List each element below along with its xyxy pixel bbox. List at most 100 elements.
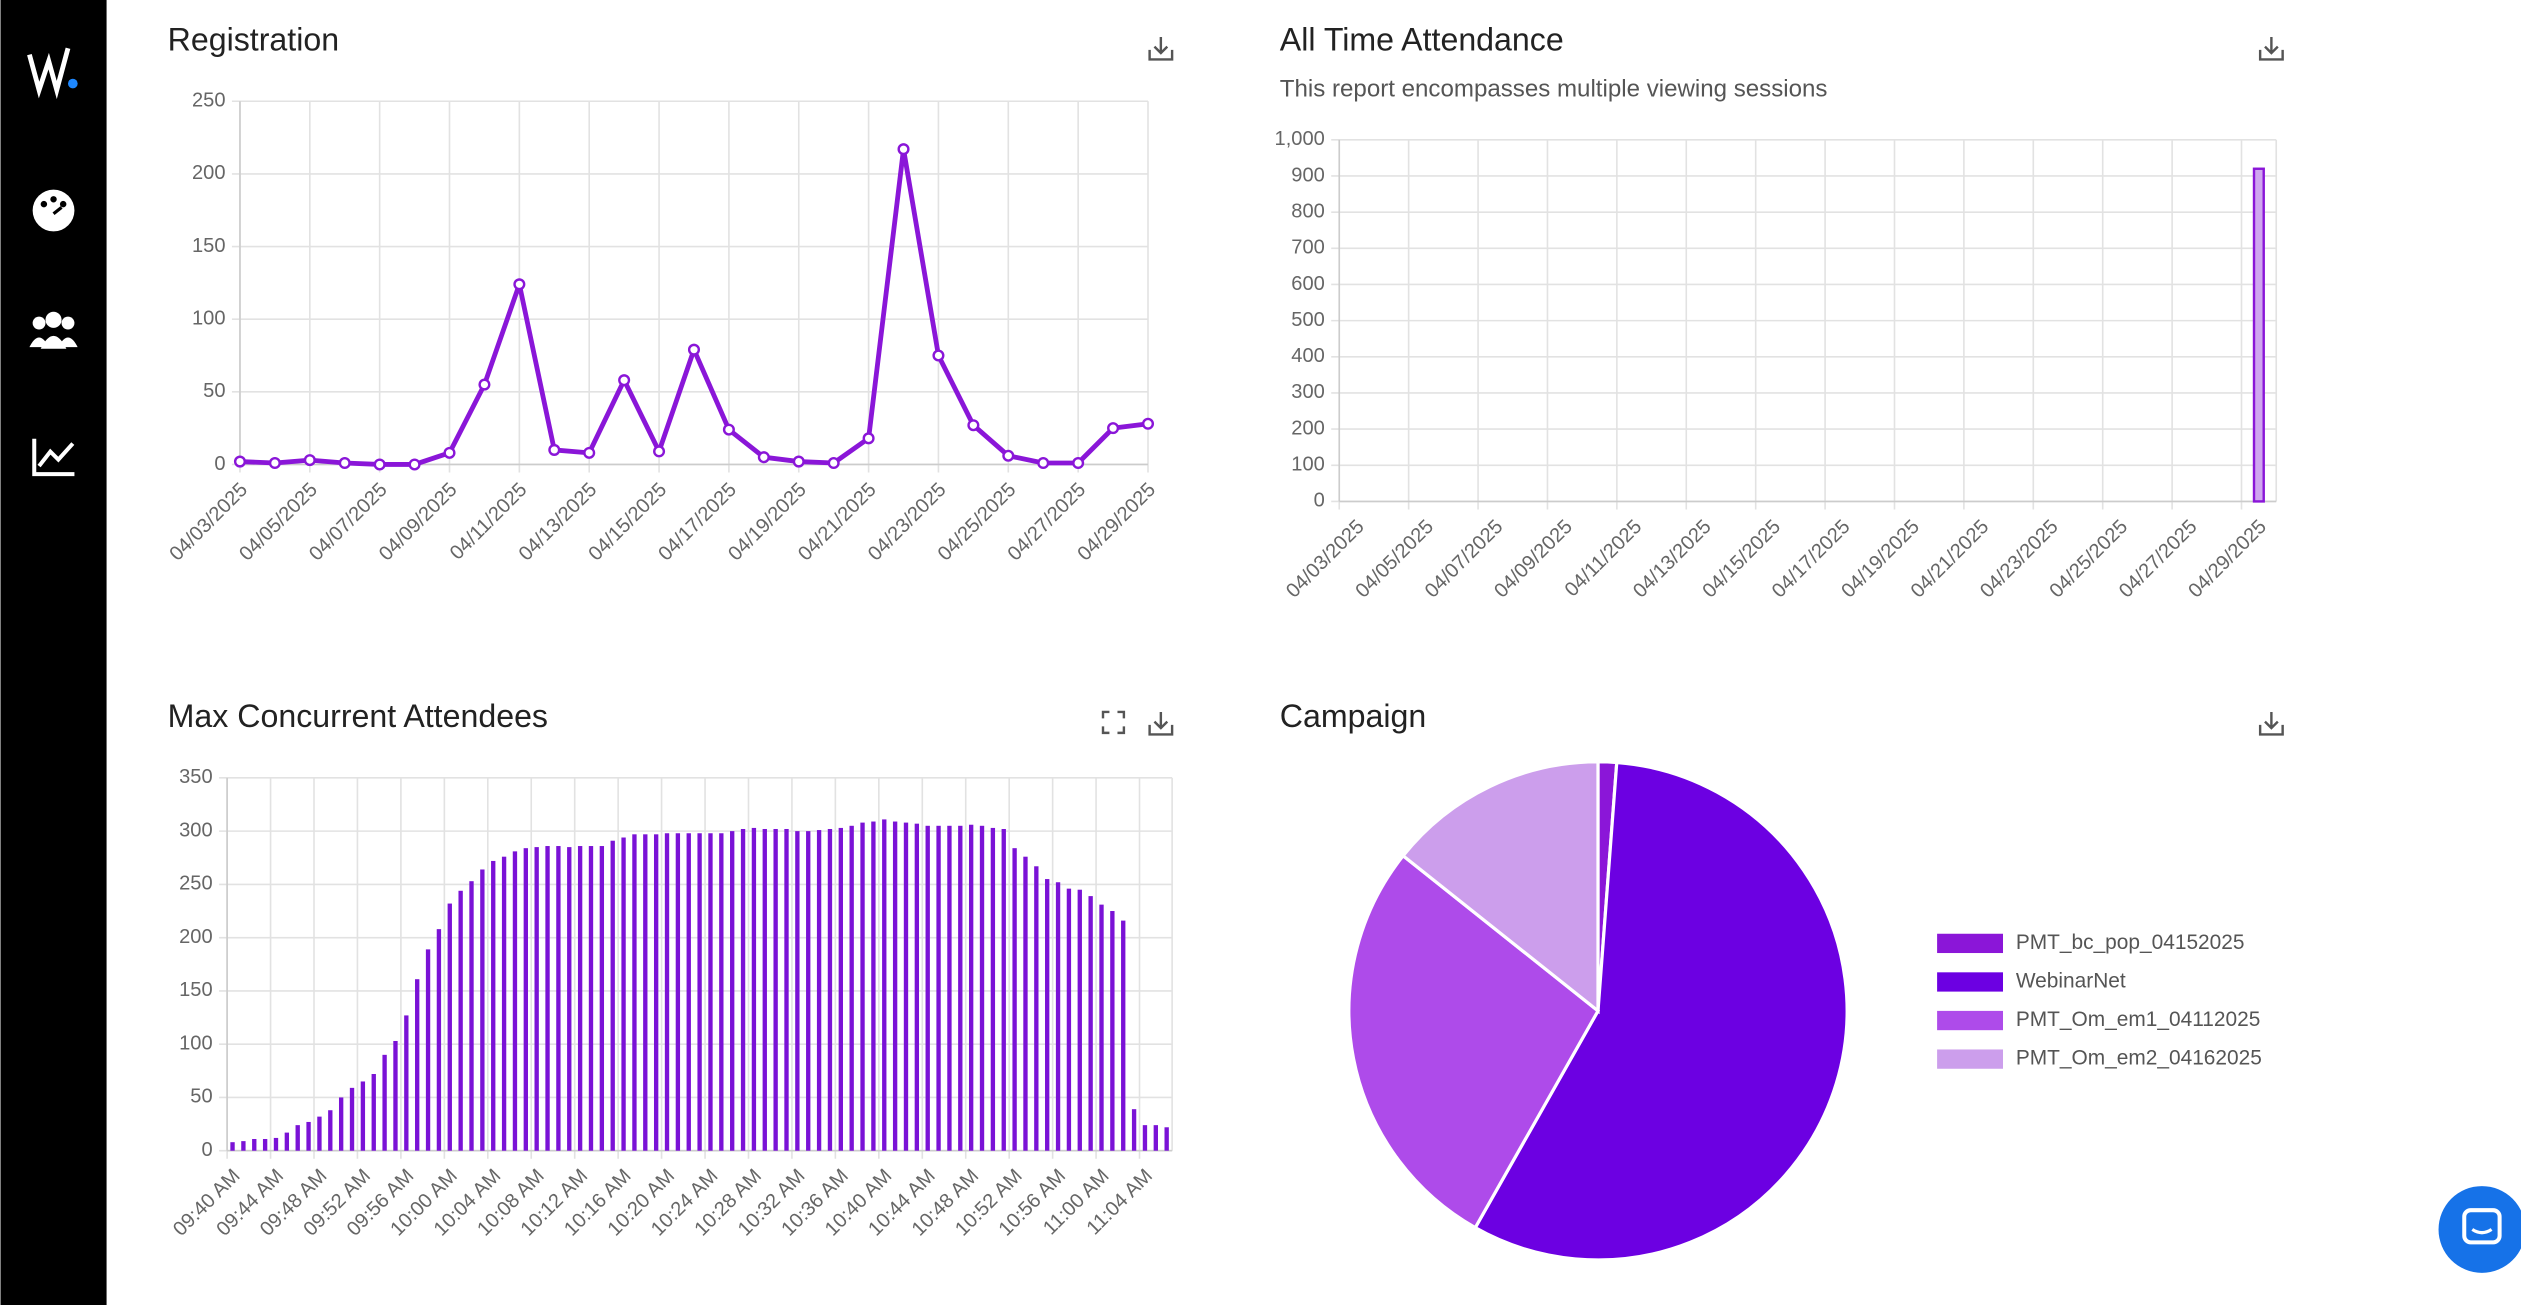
point (303, 454, 316, 467)
bar (958, 825, 963, 1151)
y-tick-label: 150 (192, 235, 225, 257)
point (653, 445, 666, 458)
bar (371, 1074, 376, 1151)
bar (317, 1116, 322, 1151)
bar (512, 851, 518, 1151)
legend-swatch (1937, 1010, 2003, 1031)
y-tick-label: 200 (179, 926, 213, 948)
dashboard-icon[interactable] (32, 189, 75, 232)
analytics-icon[interactable] (32, 438, 75, 477)
bar (784, 828, 789, 1151)
legend-label: WebinarNet (2016, 969, 2126, 992)
bar (719, 833, 724, 1151)
point (478, 378, 491, 391)
legend-swatch (1937, 933, 2003, 954)
point (792, 455, 805, 468)
y-tick-label: 300 (179, 819, 213, 841)
y-tick-label: 150 (179, 979, 213, 1001)
point (722, 423, 735, 436)
y-tick-label: 100 (192, 307, 225, 329)
chat-button[interactable] (2438, 1186, 2521, 1273)
bar (1077, 889, 1082, 1151)
point (757, 451, 770, 464)
legend-label: PMT_Om_em2_04162025 (2016, 1047, 2262, 1070)
y-tick-label: 200 (192, 162, 225, 184)
legend-label: PMT_Om_em1_04112025 (2016, 1008, 2260, 1031)
bar (360, 1081, 366, 1151)
bar (1012, 848, 1017, 1151)
point (1002, 449, 1015, 462)
fullscreen-button[interactable] (1101, 710, 1126, 735)
y-tick-label: 0 (201, 1139, 212, 1161)
line (239, 146, 1149, 467)
bar (349, 1087, 355, 1151)
bar (458, 890, 463, 1151)
point (373, 458, 386, 471)
y-tick-label: 600 (1291, 273, 1325, 295)
people-icon[interactable] (29, 311, 78, 349)
bar (436, 929, 442, 1151)
bar (262, 1138, 268, 1151)
y-tick-label: 100 (1291, 454, 1325, 476)
download-button[interactable] (2258, 711, 2284, 736)
bar (860, 822, 865, 1151)
bar (990, 827, 996, 1151)
bar (1023, 856, 1028, 1151)
bar (230, 1142, 235, 1151)
download-button[interactable] (2258, 36, 2284, 61)
bar (328, 1110, 333, 1151)
y-tick-label: 1,000 (1275, 128, 1325, 150)
bar (469, 881, 474, 1151)
bar (545, 846, 550, 1151)
logo[interactable] (27, 47, 78, 100)
bar (730, 831, 735, 1151)
bar (588, 846, 594, 1151)
bar (903, 822, 909, 1151)
chart-title: Registration (168, 21, 339, 57)
bar (871, 821, 876, 1151)
bar (816, 830, 822, 1151)
bar (697, 833, 702, 1151)
bar (425, 949, 431, 1151)
download-button[interactable] (1148, 36, 1174, 61)
point (268, 456, 281, 470)
bar (849, 825, 854, 1151)
bar (1088, 896, 1093, 1151)
bar (838, 827, 843, 1151)
legend-swatch (1937, 972, 2003, 992)
bar (675, 833, 681, 1151)
bar (447, 903, 452, 1151)
bar (632, 834, 637, 1151)
bar (284, 1132, 290, 1151)
point (1072, 456, 1085, 470)
bar (273, 1137, 279, 1151)
bar (936, 825, 941, 1151)
bar (795, 831, 800, 1151)
bar (1034, 866, 1039, 1151)
bar (751, 827, 757, 1151)
y-tick-label: 50 (203, 380, 225, 402)
bar (968, 824, 974, 1151)
point (513, 278, 526, 291)
download-button[interactable] (1148, 711, 1174, 736)
bar (762, 828, 767, 1151)
bar (1164, 1127, 1169, 1151)
point (827, 456, 840, 470)
bar (2252, 167, 2265, 503)
point (1037, 456, 1050, 470)
bar (892, 821, 898, 1151)
bar (491, 860, 496, 1151)
bar (1099, 904, 1104, 1151)
bar (1066, 888, 1072, 1151)
bar (567, 847, 572, 1151)
legend-label: PMT_bc_pop_04152025 (2016, 931, 2245, 954)
chart-title: All Time Attendance (1280, 21, 1564, 57)
y-tick-label: 800 (1291, 200, 1325, 222)
bar (882, 819, 887, 1151)
chart-title: Campaign (1280, 698, 1426, 734)
bar (1110, 911, 1115, 1151)
point (443, 446, 456, 459)
bar (556, 846, 561, 1151)
point (932, 349, 945, 362)
